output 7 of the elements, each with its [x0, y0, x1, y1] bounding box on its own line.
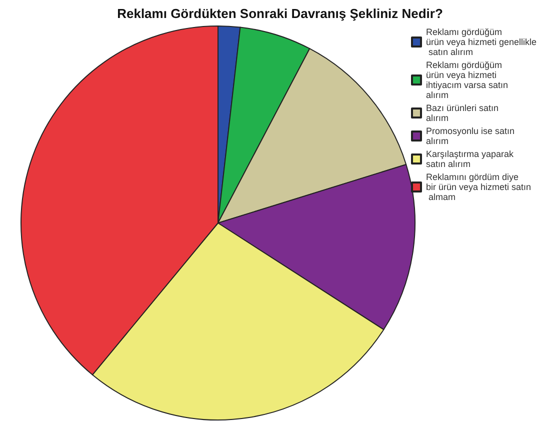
legend-label: Bazı ürünleri satın alırım: [426, 103, 502, 123]
legend-label: Promosyonlu ise satın alırım: [426, 126, 518, 146]
legend-label: Reklamı gördüğüm ürün veya hizmeti genellikle satın alırım: [426, 27, 537, 57]
legend-label: Reklamı gördüğüm ürün veya hizmeti ihtiyacım varsa satın alırım: [426, 60, 511, 100]
chart-title: Reklamı Gördükten Sonraki Davranış Şekliniz Nedir?: [117, 6, 443, 21]
legend-label: Karşılaştırma yaparak satın alırım: [426, 149, 516, 169]
legend-label: Reklamını gördüm diye bir ürün veya hizmeti satın almam: [426, 172, 532, 202]
